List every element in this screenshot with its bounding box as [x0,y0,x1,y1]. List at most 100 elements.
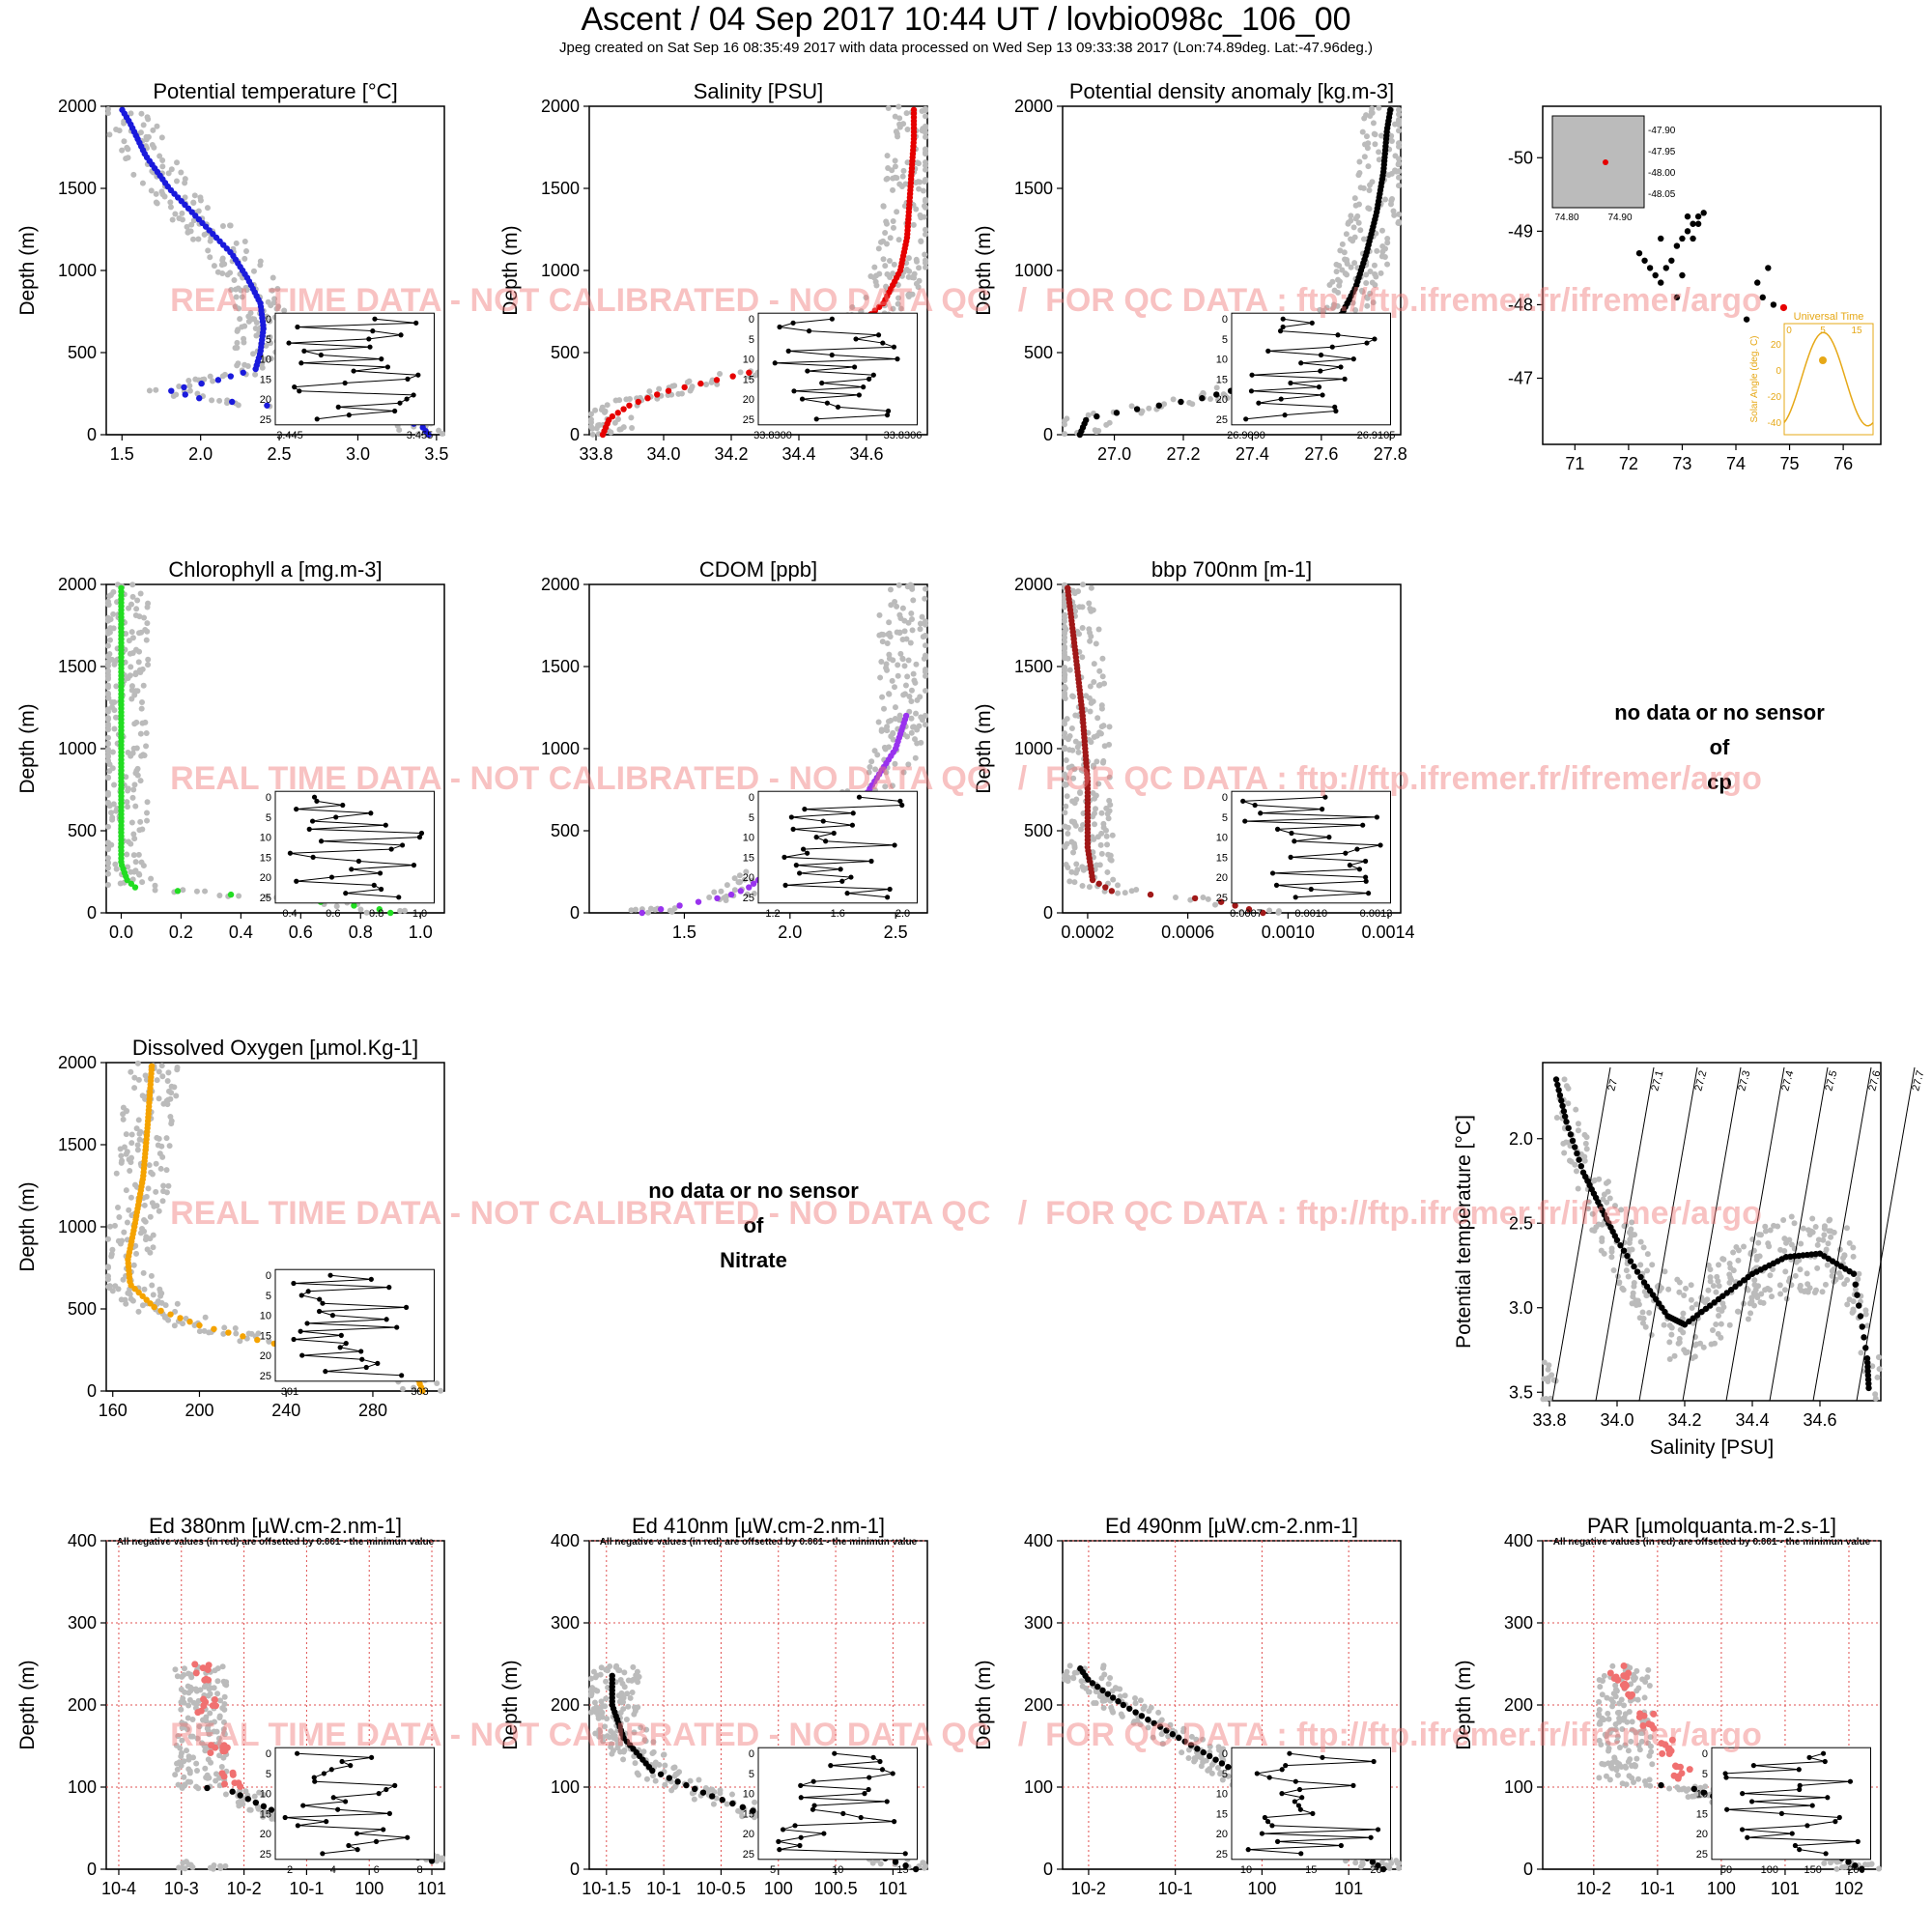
panel-7-background-point [109,1288,116,1294]
panel-8-background-point [1675,1340,1682,1347]
panel-8-background-point [1681,1292,1688,1298]
panel-9-ytick-label: 200 [68,1695,97,1715]
panel-9-inset-ytick-label: 25 [260,1849,271,1861]
panel-2-background-point [1372,131,1378,138]
panel-1-inset-point [813,416,819,422]
panel-2-inset-ytick-label: 5 [1222,334,1228,346]
panel-1-inset-ytick-label: 20 [743,394,754,406]
panel-1-background-point [875,245,882,252]
panel-7-background-point [105,1236,111,1242]
panel-8-profile-point [1574,1150,1580,1157]
panel-3-trajectory-point [1690,220,1696,227]
panel-10-background-point [691,1796,697,1803]
panel-0-inset-ytick-label: 25 [260,414,271,426]
panel-8-profile-point [1552,1076,1560,1083]
panel-4-inset-line [296,804,343,810]
panel-0-background-point [105,110,111,117]
panel-9-background-point [256,1789,263,1796]
panel-6-background-point [1062,683,1067,690]
panel-5-inset-ytick-label: 25 [743,893,754,904]
panel-0-inset-ytick-label: 20 [260,394,271,406]
panel-5-background-point [910,724,917,730]
panel-6-background-point [1099,759,1106,766]
panel-1-background-point [895,300,901,307]
panel-9-negative-point [191,1661,199,1668]
panel-9-inset-ytick-label: 0 [266,1748,271,1760]
panel-6-xtick-label: 0.0014 [1362,923,1415,942]
panel-8-background-point [1715,1330,1721,1337]
panel-2-background-point [1339,241,1346,247]
panel-7-title: Dissolved Oxygen [µmol.Kg-1] [132,1036,418,1060]
panel-1-background-point [599,404,606,411]
panel-8-background-point [1541,1359,1548,1366]
panel-8-background-point [1665,1286,1672,1293]
panel-9-background-point [193,1760,200,1767]
panel-12-background-point [1609,1703,1616,1710]
panel-8-background-point [1831,1229,1837,1236]
panel-7-inset-line [300,1330,342,1336]
panel-0-background-point [235,327,242,333]
panel-4-background-point [136,827,143,834]
panel-0-background-point [197,194,204,201]
panel-5-background-point [706,894,713,900]
panel-5-background-point [910,597,917,604]
panel-7-inset-line [301,1350,361,1356]
panel-1-background-point [923,264,928,270]
panel-8-profile-point [1572,1144,1578,1151]
panel-8-profile-point [1613,1236,1621,1243]
panel-8-background-point [1819,1289,1826,1295]
panel-5-background-point [883,769,890,776]
panel-2-profile-point [1133,406,1141,412]
panel-3-trajectory-point [1679,235,1686,242]
panel-0-inset-line [372,330,402,336]
panel-1-background-point [678,390,685,397]
panel-10-background-point [710,1801,717,1807]
panel-6-background-point [1105,815,1112,822]
panel-9-profile-point [244,1796,251,1803]
panel-8-profile-point [1719,1293,1726,1299]
panel-11-background-point [1100,1705,1107,1712]
panel-11-xtick-label: 10-1 [1158,1879,1193,1898]
panel-9-background-point [220,1719,227,1725]
panel-0-inset-xtick-label: 3.445 [276,430,303,441]
panel-10-profile-point [666,1775,673,1781]
panel-0-background-point [123,156,129,162]
panel-3-inset-map-ytick-label: -47.90 [1648,126,1676,136]
panel-7-background-point [118,1159,125,1166]
panel-2-background-point [1356,170,1363,177]
panel-8-background-point [1629,1219,1635,1226]
panel-11-background-point [1146,1708,1152,1715]
panel-7-profile-point [148,1063,156,1069]
panel-9-ytick-label: 300 [68,1613,97,1633]
panel-2-inset-point [1243,416,1249,422]
panel-0-background-point [146,387,153,394]
panel-6-background-point [1065,831,1071,838]
panel-9-background-point [238,1798,244,1804]
panel-7-background-point [245,1330,252,1337]
panel-4-background-point [132,612,139,619]
panel-0-background-point [195,236,202,242]
panel-9-profile-point [204,1784,211,1792]
panel-8-profile-point [1865,1384,1872,1392]
panel-12-background-point [1612,1720,1619,1727]
panel-0-background-point [267,334,273,341]
panel-11-xtick-label: 10-2 [1071,1879,1106,1898]
panel-7-background-point [151,1203,157,1209]
panel-5-profile-point [746,884,753,891]
panel-6-background-point [1101,680,1108,687]
panel-5-background-point [711,889,718,895]
panel-4-background-point [137,778,144,784]
panel-10-profile-point [750,1807,756,1814]
panel-4-background-point [105,753,111,759]
panel-6-background-point [1068,763,1075,770]
panel-7-background-point [135,1308,142,1315]
panel-5-background-point [899,656,906,663]
panel-5-background-point [923,668,928,675]
panel-6-profile-point [1260,909,1266,917]
panel-0-inset-line [354,366,388,372]
panel-8-background-point [1726,1260,1733,1266]
panel-5-background-point [903,636,910,642]
panel-12-background-point [1876,1865,1882,1872]
panel-3-trajectory-point [1652,271,1659,279]
panel-12-background-point [1634,1755,1640,1762]
